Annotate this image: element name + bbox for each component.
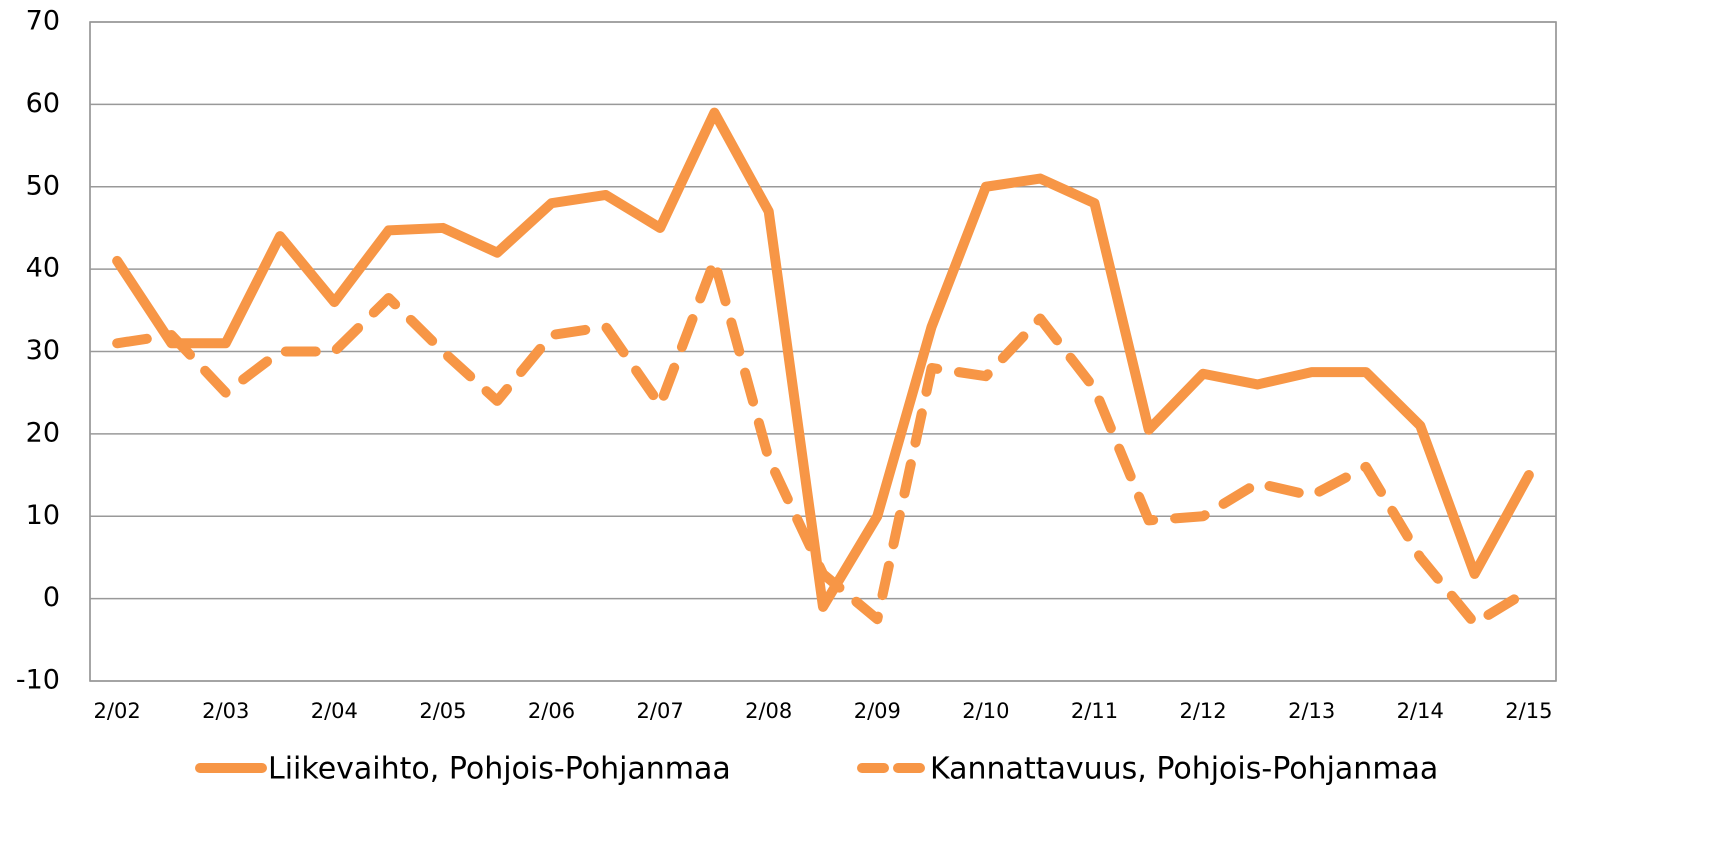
y-tick-label: 70 bbox=[26, 6, 60, 37]
series-line bbox=[112, 107, 1534, 612]
y-tick-label: 50 bbox=[26, 170, 60, 201]
y-tick-label: 30 bbox=[26, 335, 60, 366]
x-tick-label: 2/15 bbox=[1505, 699, 1552, 723]
x-tick-label: 2/07 bbox=[637, 699, 684, 723]
y-tick-label: 0 bbox=[43, 582, 60, 613]
x-tick-label: 2/14 bbox=[1397, 699, 1444, 723]
y-tick-label: 60 bbox=[26, 88, 60, 119]
x-tick-label: 2/09 bbox=[854, 699, 901, 723]
legend-label: Kannattavuus, Pohjois-Pohjanmaa bbox=[930, 752, 1438, 787]
x-tick-label: 2/11 bbox=[1071, 699, 1118, 723]
y-tick-label: -10 bbox=[16, 665, 60, 696]
x-tick-label: 2/08 bbox=[745, 699, 792, 723]
x-tick-label: 2/02 bbox=[94, 699, 141, 723]
series-line bbox=[112, 255, 1534, 629]
y-tick-label: 40 bbox=[26, 253, 60, 284]
x-tick-label: 2/13 bbox=[1288, 699, 1335, 723]
x-tick-label: 2/12 bbox=[1179, 699, 1226, 723]
x-tick-label: 2/10 bbox=[962, 699, 1009, 723]
x-tick-label: 2/05 bbox=[419, 699, 466, 723]
x-tick-label: 2/06 bbox=[528, 699, 575, 723]
x-tick-label: 2/03 bbox=[202, 699, 249, 723]
y-tick-label: 10 bbox=[26, 500, 60, 531]
x-tick-label: 2/04 bbox=[311, 699, 358, 723]
y-tick-label: 20 bbox=[26, 417, 60, 448]
legend-label: Liikevaihto, Pohjois-Pohjanmaa bbox=[268, 752, 731, 787]
